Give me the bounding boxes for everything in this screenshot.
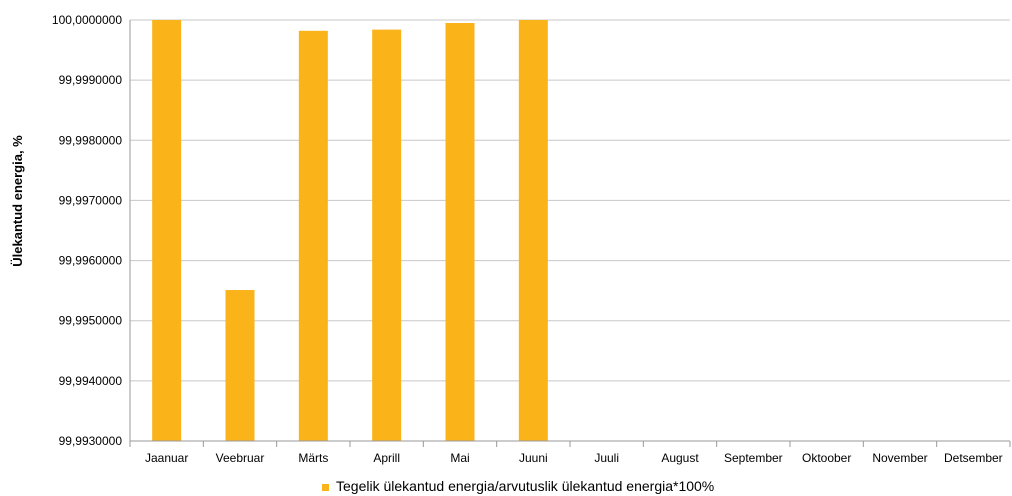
gridlines [130,19,1010,382]
x-tick-label: August [661,451,699,465]
x-tick-label: Juuli [594,451,619,465]
axes [129,20,1011,447]
bar [225,290,255,441]
x-tick-label: Märts [298,451,328,465]
y-tick-label: 99,9990000 [59,73,123,87]
bar [298,30,328,441]
y-tick-label: 99,9970000 [59,193,123,207]
x-tick-label: September [724,451,783,465]
bar [372,29,402,441]
y-axis-title: Ülekantud energia, % [10,135,25,267]
x-tick-label: Juuni [519,451,548,465]
bar [518,20,548,441]
bars [152,20,548,442]
legend-swatch [322,484,329,491]
y-tick-label: 99,9980000 [59,133,123,147]
y-tick-label: 99,9950000 [59,314,123,328]
x-tick-label: Jaanuar [145,451,188,465]
x-tick-labels: Jaanuar Veebruar Märts Aprill Mai Juuni Juuli A… [145,451,1003,465]
x-tick-label: Aprill [373,451,400,465]
y-tick-label: 99,9960000 [59,254,123,268]
x-tick-label: November [872,451,927,465]
bar [152,20,182,442]
bar [445,23,475,442]
y-tick-label: 100,0000000 [52,13,122,27]
x-tick-label: Oktoober [802,451,851,465]
legend-label: Tegelik ülekantud energia/arvutuslik üle… [336,478,714,494]
x-tick-label: Veebruar [216,451,265,465]
y-tick-label: 99,9940000 [59,374,123,388]
x-tick-label: Mai [450,451,469,465]
y-tick-label: 99,9930000 [59,434,123,448]
x-tick-label: Detsember [944,451,1003,465]
legend: Tegelik ülekantud energia/arvutuslik üle… [322,478,714,494]
y-tick-labels: 99,9930000 99,9940000 99,9950000 99,9960000… [52,13,122,448]
